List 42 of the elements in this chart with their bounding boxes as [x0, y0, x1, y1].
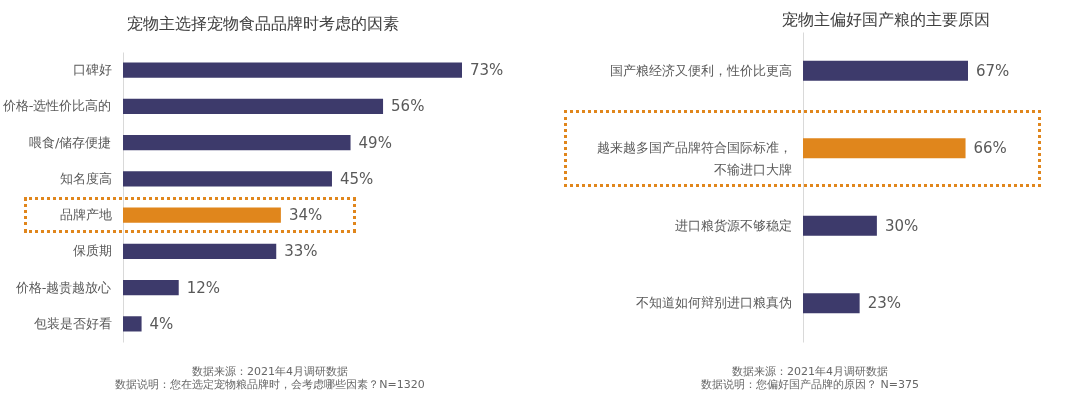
data-label: 45%: [339, 169, 374, 188]
bar: [803, 60, 968, 81]
bar: [123, 316, 142, 332]
bar: [803, 215, 877, 236]
bar: [123, 135, 351, 151]
bar: [803, 293, 860, 314]
y-tick-label: 价格-选性价比高的: [1, 98, 112, 114]
data-label: 56%: [391, 97, 425, 116]
bar: [123, 62, 462, 78]
y-tick-label: 不知道如何辩别进口粮真伪: [635, 295, 792, 311]
source-note: 数据来源：2021年4月调研数据: [731, 365, 889, 378]
bar: [123, 171, 332, 187]
y-tick-label: 进口粮货源不够稳定: [674, 217, 792, 233]
data-label: 23%: [867, 294, 901, 313]
chart-title: 宠物主选择宠物食品品牌时考虑的因素: [126, 14, 399, 33]
bar: [803, 138, 966, 159]
y-tick-label: 口碑好: [72, 62, 112, 78]
y-tick-label: 包装是否好看: [33, 315, 112, 331]
y-tick-label: 品牌产地: [59, 207, 112, 223]
data-label: 49%: [358, 133, 392, 152]
text: 数据说明：您偏好国产品牌的原因？ N=375: [700, 378, 920, 391]
data-label: 4%: [149, 314, 174, 333]
bar: [123, 98, 384, 114]
text: 数据说明：您在选定宠物粮品牌时，会考虑哪些因素？N=1320: [114, 378, 426, 391]
data-label: 66%: [973, 139, 1007, 158]
y-tick-label: 知名度高: [59, 170, 112, 186]
data-label: 33%: [284, 242, 318, 261]
source-note: 数据来源：2021年4月调研数据: [191, 365, 349, 378]
y-tick-label: 国产粮经济又便利，性价比更高: [609, 62, 792, 78]
data-label: 67%: [976, 61, 1010, 80]
bar: [123, 280, 179, 296]
data-label: 34%: [288, 206, 323, 225]
y-tick-label: 喂食/储存便捷: [29, 134, 112, 150]
data-label: 73%: [470, 61, 504, 80]
data-label: 12%: [186, 278, 221, 297]
y-tick-label: 价格-越贵越放心: [14, 279, 112, 295]
data-label: 30%: [884, 216, 919, 235]
bar: [123, 243, 277, 259]
chart-title: 宠物主偏好国产粮的主要原因: [781, 10, 990, 29]
bar: [123, 207, 281, 223]
y-tick-label: 保质期: [72, 243, 112, 259]
y-tick-label: 越来越多国产品牌符合国际标准，不输进口大牌: [596, 140, 792, 178]
